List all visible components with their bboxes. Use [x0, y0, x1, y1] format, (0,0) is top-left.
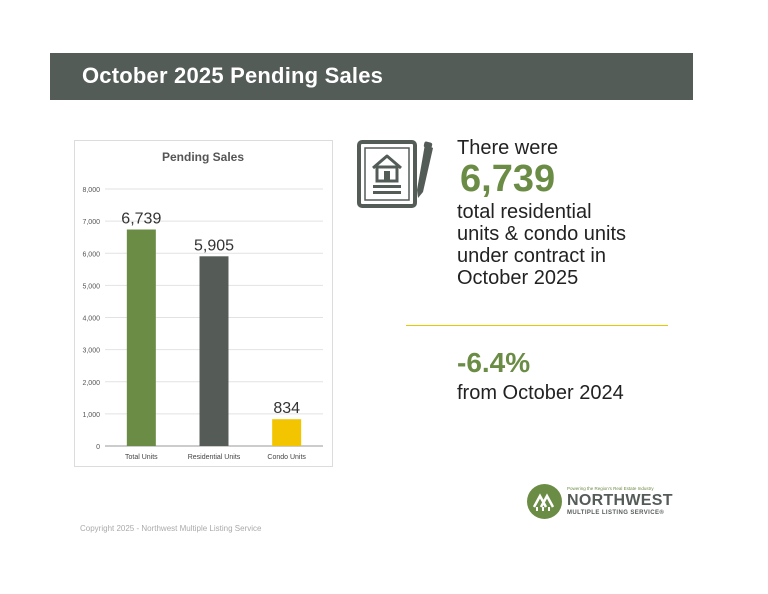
stat-desc-line: units & condo units — [457, 223, 626, 245]
x-tick-label: Condo Units — [267, 454, 306, 461]
stat-big-number: 6,739 — [460, 158, 556, 200]
y-tick-label: 6,000 — [82, 251, 100, 258]
x-tick-label: Total Units — [125, 454, 158, 461]
stat-desc-line: under contract in — [457, 245, 606, 267]
bar — [126, 229, 156, 446]
y-tick-label: 8,000 — [82, 187, 100, 194]
y-tick-label: 4,000 — [82, 316, 100, 323]
bar-value-label: 6,739 — [121, 211, 161, 228]
x-tick-label: Residential Units — [188, 454, 241, 461]
bar — [272, 419, 302, 446]
change-description: from October 2024 — [457, 382, 624, 404]
stat-intro-text: There were — [457, 137, 559, 159]
y-tick-label: 0 — [96, 444, 100, 451]
logo-name: NORTHWEST — [567, 492, 673, 509]
y-tick-label: 7,000 — [82, 219, 100, 226]
change-percent: -6.4% — [457, 347, 531, 378]
pending-sales-chart: Pending Sales 0 1,000 2,000 3,000 4,000 5,000… — [74, 140, 333, 467]
logo-tagline: Powering the Region's Real Estate Indust… — [567, 486, 654, 491]
header-banner: October 2025 Pending Sales — [50, 53, 693, 100]
y-tick-label: 5,000 — [82, 283, 100, 290]
contract-document-icon — [357, 140, 441, 215]
stat-desc-line: October 2025 — [457, 267, 579, 289]
stat-description: total residential units & condo units un… — [457, 201, 687, 289]
nwmls-logo: Powering the Region's Real Estate Indust… — [527, 484, 677, 520]
chart-canvas: Pending Sales 0 1,000 2,000 3,000 4,000 5,000… — [82, 150, 323, 461]
section-divider — [406, 325, 668, 326]
stat-desc-line: total residential — [457, 201, 592, 223]
bar-value-label: 834 — [273, 400, 300, 417]
logo-subname: MULTIPLE LISTING SERVICE® — [567, 510, 665, 516]
y-tick-label: 1,000 — [82, 412, 100, 419]
page-title: October 2025 Pending Sales — [82, 63, 384, 88]
y-tick-label: 2,000 — [82, 380, 100, 387]
copyright-text: Copyright 2025 - Northwest Multiple List… — [80, 524, 262, 533]
bar-value-label: 5,905 — [194, 237, 234, 254]
chart-title: Pending Sales — [162, 150, 244, 164]
logo-emblem-icon — [527, 484, 562, 519]
y-tick-label: 3,000 — [82, 348, 100, 355]
bar — [199, 256, 229, 446]
